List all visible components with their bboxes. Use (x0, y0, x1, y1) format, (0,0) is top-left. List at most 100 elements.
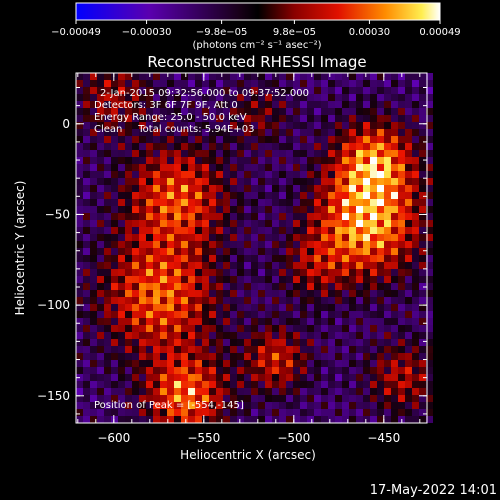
heatmap-cell (356, 143, 363, 150)
heatmap-cell (342, 80, 349, 87)
heatmap-cell (195, 234, 202, 241)
heatmap-cell (272, 374, 279, 381)
heatmap-cell (398, 381, 405, 388)
heatmap-cell (426, 353, 433, 360)
heatmap-cell (356, 353, 363, 360)
heatmap-cell (314, 143, 321, 150)
heatmap-cell (188, 367, 195, 374)
heatmap-cell (223, 311, 230, 318)
heatmap-cell (293, 220, 300, 227)
heatmap-cell (314, 416, 321, 423)
heatmap-cell (363, 122, 370, 129)
heatmap-cell (167, 283, 174, 290)
heatmap-cell (342, 241, 349, 248)
heatmap-cell (363, 101, 370, 108)
heatmap-cell (188, 395, 195, 402)
heatmap-cell (104, 339, 111, 346)
heatmap-cell (188, 129, 195, 136)
heatmap-cell (272, 136, 279, 143)
heatmap-cell (125, 346, 132, 353)
heatmap-cell (188, 304, 195, 311)
heatmap-cell (160, 402, 167, 409)
heatmap-cell (104, 325, 111, 332)
heatmap-cell (118, 318, 125, 325)
heatmap-cell (160, 304, 167, 311)
heatmap-cell (97, 248, 104, 255)
heatmap-cell (83, 115, 90, 122)
heatmap-cell (125, 164, 132, 171)
heatmap-cell (293, 80, 300, 87)
heatmap-cell (209, 143, 216, 150)
heatmap-cell (139, 276, 146, 283)
heatmap-cell (202, 339, 209, 346)
heatmap-cell (160, 395, 167, 402)
heatmap-cell (223, 241, 230, 248)
heatmap-cell (90, 192, 97, 199)
heatmap-cell (307, 185, 314, 192)
heatmap-cell (286, 129, 293, 136)
heatmap-cell (160, 220, 167, 227)
heatmap-cell (111, 87, 118, 94)
heatmap-cell (342, 416, 349, 423)
heatmap-cell (265, 367, 272, 374)
heatmap-cell (188, 192, 195, 199)
heatmap-cell (146, 374, 153, 381)
heatmap-cell (349, 374, 356, 381)
heatmap-cell (349, 178, 356, 185)
heatmap-cell (146, 318, 153, 325)
colorbar-tick-label: 0.00049 (419, 27, 460, 38)
heatmap-cell (202, 199, 209, 206)
heatmap-cell (314, 388, 321, 395)
heatmap-cell (377, 353, 384, 360)
heatmap-cell (202, 409, 209, 416)
heatmap-cell (370, 101, 377, 108)
heatmap-cell (356, 346, 363, 353)
heatmap-cell (167, 143, 174, 150)
heatmap-cell (125, 416, 132, 423)
heatmap-cell (398, 269, 405, 276)
heatmap-cell (258, 87, 265, 94)
heatmap-cell (279, 318, 286, 325)
heatmap-cell (125, 290, 132, 297)
heatmap-cell (230, 199, 237, 206)
heatmap-cell (349, 283, 356, 290)
heatmap-cell (342, 94, 349, 101)
heatmap-cell (391, 367, 398, 374)
heatmap-cell (251, 87, 258, 94)
heatmap-cell (174, 290, 181, 297)
heatmap-cell (426, 129, 433, 136)
heatmap-cell (251, 143, 258, 150)
heatmap-cell (104, 255, 111, 262)
heatmap-cell (118, 409, 125, 416)
heatmap-cell (146, 80, 153, 87)
heatmap-cell (398, 143, 405, 150)
heatmap-cell (153, 129, 160, 136)
heatmap-cell (90, 143, 97, 150)
heatmap-cell (195, 185, 202, 192)
heatmap-cell (76, 395, 83, 402)
heatmap-cell (132, 388, 139, 395)
heatmap-cell (307, 241, 314, 248)
heatmap-cell (272, 220, 279, 227)
heatmap-cell (405, 171, 412, 178)
heatmap-cell (104, 332, 111, 339)
heatmap-cell (216, 206, 223, 213)
heatmap-cell (370, 241, 377, 248)
heatmap-cell (244, 143, 251, 150)
heatmap-cell (139, 157, 146, 164)
heatmap-cell (314, 157, 321, 164)
heatmap-cell (146, 248, 153, 255)
heatmap-cell (104, 283, 111, 290)
heatmap-cell (160, 178, 167, 185)
heatmap-cell (328, 311, 335, 318)
heatmap-cell (153, 87, 160, 94)
heatmap-cell (391, 171, 398, 178)
heatmap-cell (223, 395, 230, 402)
heatmap-cell (251, 402, 258, 409)
heatmap-cell (104, 367, 111, 374)
heatmap-cell (356, 234, 363, 241)
heatmap-cell (335, 220, 342, 227)
heatmap-cell (244, 325, 251, 332)
heatmap-cell (363, 171, 370, 178)
heatmap-cell (202, 227, 209, 234)
